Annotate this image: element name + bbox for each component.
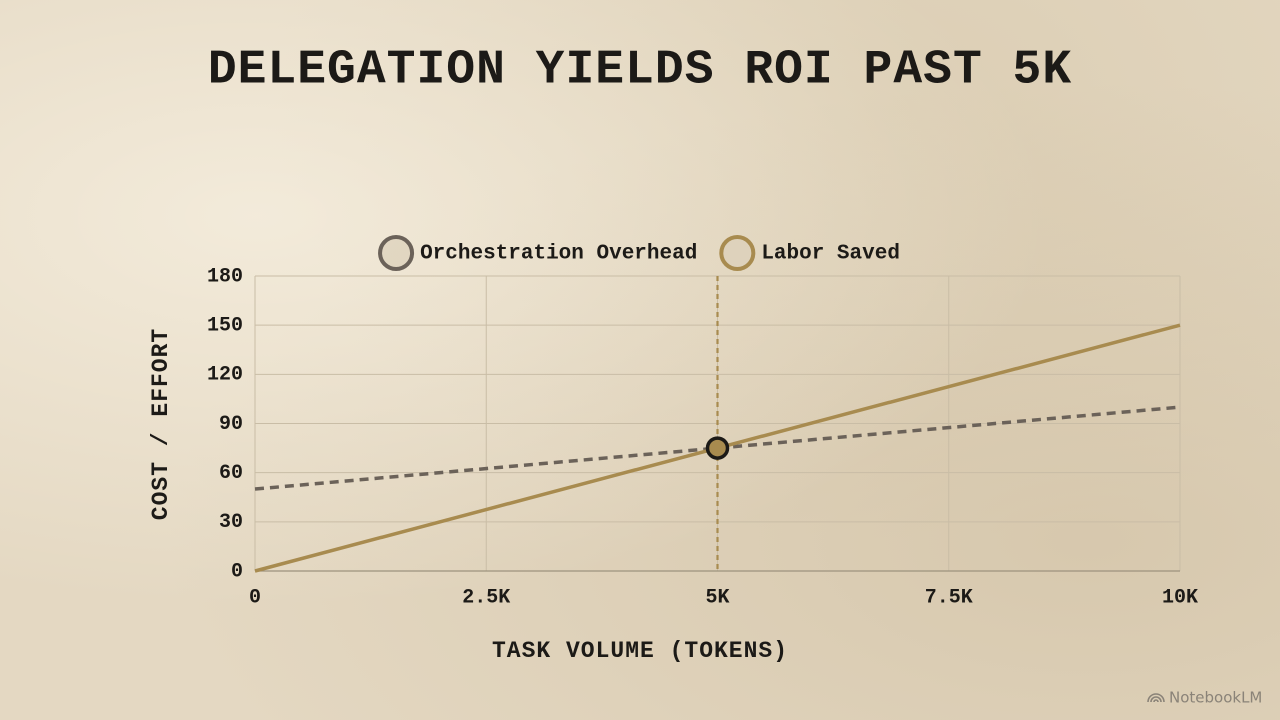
y-tick-label: 30 [219, 511, 243, 534]
y-tick-label: 120 [207, 364, 243, 387]
y-tick-label: 150 [207, 314, 243, 337]
legend-marker [378, 235, 415, 271]
x-axis-label: TASK VOLUME (TOKENS) [492, 638, 788, 664]
y-tick-label: 180 [207, 265, 243, 288]
legend-marker [719, 235, 756, 271]
watermark: NotebookLM [1169, 689, 1262, 707]
x-tick-label: 5K [705, 586, 729, 609]
y-tick-label: 0 [231, 560, 243, 583]
y-tick-label: 90 [219, 413, 243, 436]
x-tick-label: 0 [249, 586, 261, 609]
watermark-icon [1147, 693, 1165, 703]
x-tick-label: 7.5K [925, 586, 973, 609]
x-tick-label: 10K [1162, 586, 1198, 609]
crossover-point [705, 436, 730, 460]
y-tick-label: 60 [219, 462, 243, 485]
legend-label: Orchestration Overhead [420, 243, 697, 266]
series-line [254, 405, 1181, 491]
x-tick-label: 2.5K [462, 586, 510, 609]
y-axis-label: COST / EFFORT [148, 328, 174, 520]
chart-title: DELEGATION YIELDS ROI PAST 5K [208, 44, 1072, 98]
legend-label: Labor Saved [761, 243, 900, 266]
